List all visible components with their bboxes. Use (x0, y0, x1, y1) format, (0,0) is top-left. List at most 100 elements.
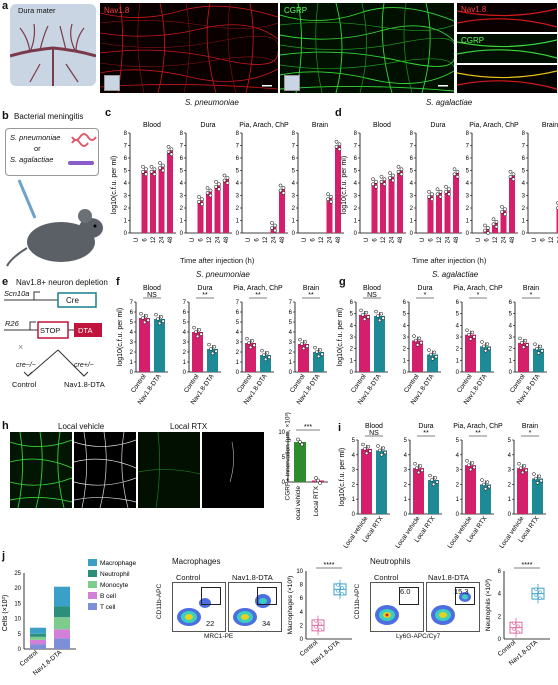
g-ytick-label: 0 (350, 370, 354, 376)
g-ytick-label: 1 (403, 358, 407, 364)
d-xtick-label: 12 (437, 236, 443, 243)
f-sig-2: ** (255, 292, 261, 299)
c-ytick-label: 6 (236, 156, 240, 162)
i-point (381, 446, 386, 450)
h-ytick-label: 0 (282, 480, 286, 486)
mouse-illustration (6, 179, 103, 267)
f-point (313, 345, 317, 350)
f-point (320, 352, 324, 356)
g-point (374, 309, 378, 314)
e-construct: × (4, 291, 102, 377)
d-ytick-label: 0 (466, 231, 470, 237)
c-xtick-label: 24 (272, 236, 278, 243)
g-ylabel: log10(c.f.u. per ml) (337, 308, 344, 366)
i-point (413, 461, 417, 466)
f-ytick-label: 2 (289, 350, 293, 356)
e-cre: Cre (66, 296, 79, 305)
f-ytick-label: 4 (183, 330, 187, 336)
i-point (430, 478, 434, 482)
f-point (252, 343, 256, 347)
j-legend-label: Monocyte (100, 582, 129, 589)
d-ytick-label: 8 (410, 131, 414, 137)
c-ytick-label: 4 (180, 181, 184, 187)
d-xtick-label: 6 (541, 238, 547, 242)
j-macro-title: Macrophages (172, 557, 221, 566)
j-neut-point (538, 590, 542, 594)
d-bar (397, 170, 403, 233)
i-point (376, 444, 380, 448)
c-bar (150, 170, 156, 233)
f-point (315, 350, 319, 354)
i-point (535, 481, 540, 485)
f-point (209, 347, 213, 351)
c-point (205, 186, 210, 190)
c-point (208, 188, 213, 193)
h-rtx-green (138, 432, 200, 508)
f-ytick-label: 2 (130, 350, 134, 356)
f-ytick-label: 4 (236, 330, 240, 336)
c-subtitle-2: Pia, Arach, ChP (239, 122, 289, 129)
j-macro-sig: **** (324, 562, 335, 569)
i-ytick-label: 0 (456, 512, 460, 518)
i-point (534, 476, 538, 481)
c-xtick-label: 48 (224, 236, 230, 243)
e-dta-label: Nav1.8-DTA (64, 380, 105, 389)
j-macro-ylabel: Macrophages (×10³) (287, 576, 294, 635)
cgrp-fibers (280, 3, 454, 93)
d-ytick-label: 3 (354, 194, 358, 200)
h-xtick-label: Local vehicle (295, 486, 302, 520)
f-bar (207, 349, 218, 372)
i-bar (413, 468, 424, 514)
e-dta: DTA (78, 326, 93, 335)
g-point (480, 340, 484, 344)
g-ytick-label: 6 (509, 300, 513, 306)
d-point (511, 177, 516, 182)
j-neut-point (538, 596, 542, 600)
d-ytick-label: 4 (522, 181, 526, 187)
d-xtick-label: 6 (373, 238, 379, 242)
c-xtick-label: 12 (151, 236, 157, 243)
d-ytick-label: 5 (522, 169, 526, 175)
g-point (482, 344, 486, 349)
f-point (212, 345, 217, 349)
d-subtitle-2: Pia, Arach, ChP (469, 122, 519, 129)
h-point (300, 442, 304, 447)
g-point (533, 342, 537, 347)
f-ytick-label: 1 (183, 360, 187, 366)
d-ytick-label: 5 (466, 169, 470, 175)
g-ytick-label: 4 (509, 323, 513, 329)
d-point (391, 178, 395, 183)
g-point (419, 340, 423, 345)
g-ytick-label: 6 (456, 300, 460, 306)
bacteria-box: S. pneumoniae or S. agalactiae (5, 128, 99, 176)
d-title: S. agalactiae (426, 98, 473, 107)
g-point (525, 343, 529, 347)
j-macro-point (340, 592, 344, 596)
d-bar (492, 223, 498, 233)
c-point (158, 161, 162, 165)
j-neut-ylabel: Neutrophils (×10³) (485, 579, 492, 631)
f-ytick-label: 0 (130, 370, 134, 376)
h-point (298, 440, 302, 444)
f-bar (313, 352, 324, 372)
i-point (363, 447, 367, 451)
i-ytick-label: 3 (456, 468, 460, 474)
d-point (500, 209, 504, 214)
d-ytick-label: 5 (354, 169, 358, 175)
f-bar (245, 343, 256, 372)
i-bar (480, 484, 491, 514)
g-point (432, 350, 437, 355)
j-macro-ytick-label: 6 (300, 596, 304, 602)
c-ytick-label: 8 (180, 131, 184, 137)
d-point (491, 222, 496, 227)
g-point (429, 352, 433, 357)
j-neut-sig: **** (522, 562, 533, 569)
f-ytick-label: 2 (236, 350, 240, 356)
f-point (300, 342, 304, 346)
d-bar (380, 180, 386, 233)
g-point (359, 308, 363, 313)
c-bar (279, 189, 285, 233)
f-point (303, 340, 308, 344)
c-ytick-label: 3 (236, 194, 240, 200)
f-ytick-label: 0 (289, 370, 293, 376)
